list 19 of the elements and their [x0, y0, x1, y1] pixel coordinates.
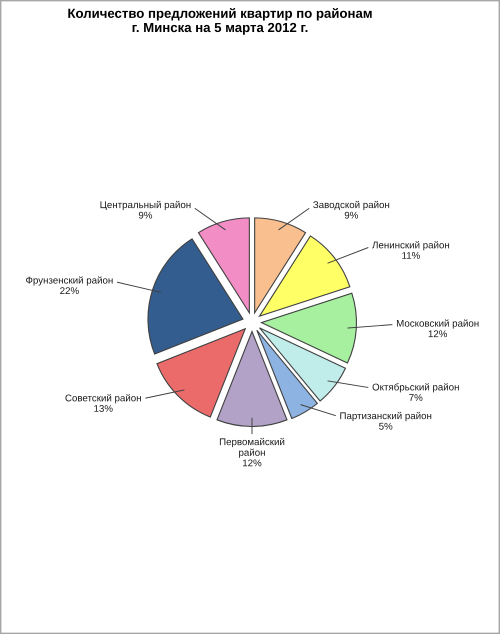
- data-label: 11%: [402, 252, 420, 259]
- data-label: 22%: [60, 287, 79, 294]
- slice-label: Фрунзенский район: [26, 276, 113, 286]
- slice-label: Центральный район: [100, 200, 190, 210]
- slice-label: Октябрьский район: [372, 383, 459, 392]
- chart-title: Количество предложений квартир по районам г. Минска на 5 марта 2012 г.: [68, 8, 372, 35]
- data-label: 9%: [344, 212, 358, 219]
- data-label: 13%: [94, 405, 113, 412]
- data-label: 12%: [243, 459, 262, 466]
- data-label: 7%: [409, 394, 422, 401]
- slice-label: Ленинский район: [372, 241, 450, 250]
- data-label: 5%: [379, 422, 392, 430]
- slice-label: Партизанский район: [340, 412, 432, 422]
- slice-label: Заводской район: [313, 200, 390, 210]
- slice-label: Московский район: [396, 319, 478, 329]
- data-label: 12%: [428, 330, 448, 338]
- slice-label: Первомайский район: [220, 438, 284, 458]
- data-label: 9%: [138, 212, 152, 219]
- slice-label: Советский район: [65, 394, 141, 404]
